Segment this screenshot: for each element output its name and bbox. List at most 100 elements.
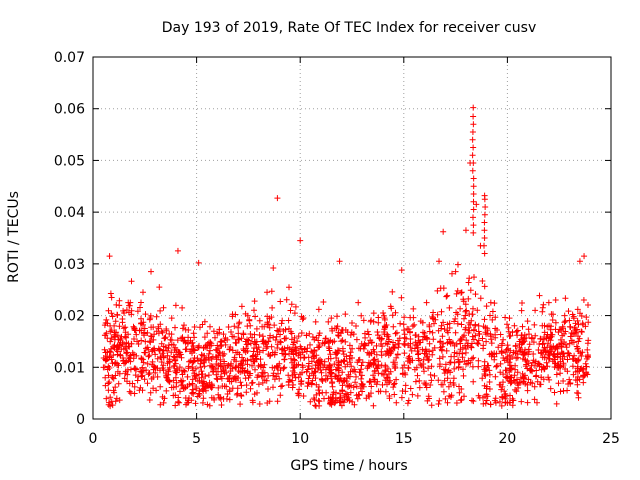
data-point	[494, 327, 501, 334]
data-point	[470, 121, 477, 128]
data-markers	[100, 104, 592, 410]
data-point	[398, 267, 405, 274]
data-point	[179, 304, 186, 311]
x-tick-label: 20	[498, 431, 516, 447]
y-tick-label: 0.07	[54, 50, 85, 66]
data-point	[174, 247, 181, 254]
y-tick-labels: 0 0.01 0.02 0.03 0.04 0.05 0.06 0.07	[54, 50, 85, 428]
x-tick-label: 0	[89, 431, 98, 447]
data-point	[500, 354, 507, 361]
data-point	[470, 229, 477, 236]
data-point	[429, 315, 436, 322]
data-point	[470, 191, 477, 198]
data-point	[545, 299, 552, 306]
data-point	[469, 152, 476, 159]
data-point	[303, 332, 310, 339]
data-point	[470, 198, 477, 205]
data-point	[481, 250, 488, 257]
data-point	[436, 258, 443, 265]
data-point	[191, 354, 198, 361]
data-point	[336, 258, 343, 265]
y-tick-label: 0.04	[54, 205, 85, 221]
data-point	[473, 201, 480, 208]
data-point	[446, 304, 453, 311]
data-point	[481, 219, 488, 226]
data-point	[201, 318, 208, 325]
data-point	[328, 315, 335, 322]
data-point	[564, 356, 571, 363]
data-point	[168, 315, 175, 322]
data-point	[470, 206, 477, 213]
data-point	[404, 358, 411, 365]
data-point	[251, 298, 258, 305]
data-point	[469, 136, 476, 143]
data-point	[208, 342, 215, 349]
plot-frame	[92, 56, 612, 420]
data-point	[576, 258, 583, 265]
data-point	[481, 242, 488, 249]
data-point	[581, 253, 588, 260]
data-point	[462, 227, 469, 234]
x-axis-label: GPS time / hours	[290, 458, 407, 474]
data-point	[257, 361, 264, 368]
chart-title: Day 193 of 2019, Rate Of TEC Index for r…	[162, 20, 537, 36]
data-point	[264, 289, 271, 296]
data-point	[152, 351, 159, 358]
data-point	[110, 375, 117, 382]
data-point	[361, 341, 368, 348]
data-point	[274, 195, 281, 202]
y-tick-label: 0.02	[54, 309, 85, 325]
axes	[92, 56, 612, 420]
x-tick-label: 25	[602, 431, 620, 447]
data-point	[270, 264, 277, 271]
data-point	[195, 259, 202, 266]
roti-scatter-cloud	[100, 261, 592, 410]
data-point	[481, 211, 488, 218]
y-axis-label: ROTI / TECUs	[6, 191, 22, 283]
x-tick-label: 15	[395, 431, 413, 447]
data-point	[531, 321, 538, 328]
data-point	[470, 222, 477, 229]
data-point	[342, 327, 349, 334]
data-point	[380, 309, 387, 316]
data-point	[309, 349, 316, 356]
data-point	[322, 339, 329, 346]
y-tick-label: 0	[76, 412, 85, 428]
data-point	[452, 268, 459, 275]
data-point	[506, 315, 513, 322]
data-point	[469, 167, 476, 174]
y-tick-label: 0.06	[54, 102, 85, 118]
data-point	[290, 356, 297, 363]
data-point	[349, 354, 355, 361]
data-point	[525, 351, 532, 358]
data-point	[585, 337, 592, 344]
data-point	[481, 227, 488, 234]
y-tick-label: 0.05	[54, 153, 85, 169]
data-point	[121, 309, 128, 316]
data-point	[470, 175, 477, 182]
data-point	[102, 356, 109, 363]
data-point	[469, 128, 476, 135]
data-point	[411, 321, 418, 328]
data-point	[392, 330, 399, 337]
x-tick-labels: 0 5 10 15 20 25	[89, 431, 620, 447]
data-point	[125, 299, 132, 306]
data-point	[470, 104, 477, 111]
data-point	[162, 334, 169, 341]
data-point	[417, 339, 424, 346]
data-point	[220, 366, 227, 373]
data-point	[470, 113, 477, 120]
data-point	[106, 253, 113, 260]
roti-scatter-cloud-marks	[100, 261, 592, 410]
data-point	[481, 235, 488, 241]
data-point	[156, 284, 163, 291]
data-point	[458, 289, 465, 296]
x-tick-label: 10	[291, 431, 309, 447]
data-point	[232, 373, 239, 380]
data-point	[104, 320, 111, 327]
y-tick-label: 0.03	[54, 257, 85, 273]
data-point	[245, 337, 252, 344]
data-point	[355, 299, 362, 306]
data-point	[141, 325, 148, 332]
